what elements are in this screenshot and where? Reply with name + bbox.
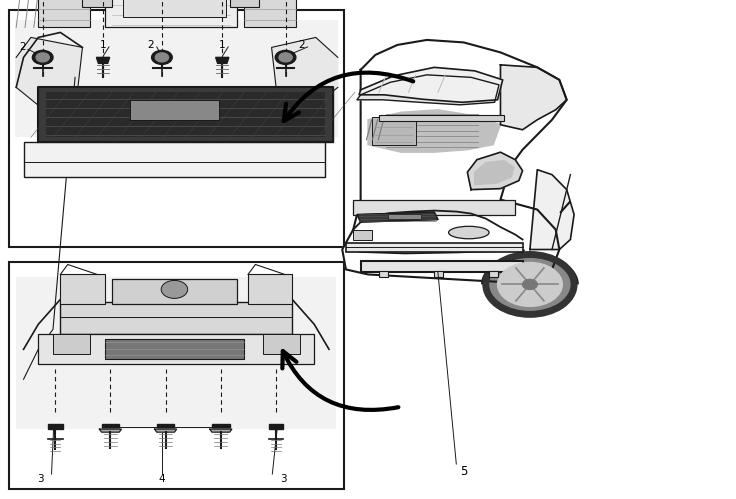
- Polygon shape: [16, 37, 82, 117]
- Text: 3: 3: [280, 474, 287, 484]
- Bar: [434, 271, 443, 277]
- Ellipse shape: [448, 227, 489, 239]
- Bar: [230, 0, 259, 7]
- Text: 4: 4: [158, 474, 166, 484]
- Text: 2: 2: [147, 40, 155, 50]
- Bar: [53, 334, 90, 354]
- Bar: [372, 117, 416, 145]
- Text: 1: 1: [219, 40, 226, 50]
- Circle shape: [498, 262, 562, 306]
- Bar: [15, 20, 338, 137]
- Circle shape: [155, 53, 169, 62]
- Bar: [388, 214, 421, 219]
- Polygon shape: [210, 429, 232, 432]
- Text: 1: 1: [99, 40, 107, 50]
- Polygon shape: [368, 110, 500, 152]
- Bar: [263, 334, 300, 354]
- Bar: [16, 277, 336, 429]
- Bar: [361, 261, 523, 272]
- Bar: [123, 0, 226, 17]
- Polygon shape: [99, 429, 121, 432]
- Bar: [46, 92, 325, 137]
- Bar: [105, 339, 244, 359]
- Circle shape: [152, 50, 172, 64]
- Bar: [353, 200, 515, 215]
- Polygon shape: [96, 57, 110, 63]
- Polygon shape: [467, 152, 523, 190]
- Polygon shape: [359, 67, 503, 102]
- Polygon shape: [357, 75, 499, 105]
- Bar: [130, 100, 219, 120]
- Circle shape: [279, 53, 292, 62]
- Polygon shape: [212, 424, 230, 429]
- Circle shape: [32, 50, 53, 64]
- Bar: [9, 10, 344, 247]
- Bar: [244, 0, 296, 27]
- Bar: [379, 271, 388, 277]
- Bar: [112, 279, 237, 304]
- Text: 5: 5: [460, 465, 467, 478]
- Text: 2: 2: [298, 40, 305, 50]
- Bar: [353, 230, 372, 240]
- Bar: [82, 0, 112, 7]
- Polygon shape: [38, 87, 333, 142]
- Polygon shape: [216, 57, 229, 63]
- Bar: [9, 262, 344, 489]
- Circle shape: [161, 280, 188, 298]
- Polygon shape: [500, 65, 567, 130]
- Text: 2: 2: [18, 42, 26, 52]
- Bar: [38, 0, 90, 27]
- Bar: [248, 274, 292, 304]
- Bar: [489, 271, 498, 277]
- Bar: [60, 302, 292, 334]
- Bar: [346, 243, 523, 252]
- Polygon shape: [357, 212, 438, 222]
- Bar: [105, 0, 237, 27]
- Polygon shape: [269, 424, 283, 429]
- Polygon shape: [272, 37, 338, 117]
- Polygon shape: [157, 424, 174, 429]
- Polygon shape: [475, 161, 514, 185]
- Polygon shape: [48, 424, 63, 429]
- Polygon shape: [155, 429, 177, 432]
- Circle shape: [484, 253, 576, 315]
- Circle shape: [523, 279, 537, 289]
- Bar: [379, 115, 504, 121]
- Text: 3: 3: [37, 474, 44, 484]
- Polygon shape: [530, 170, 574, 250]
- Circle shape: [36, 53, 49, 62]
- Polygon shape: [102, 424, 119, 429]
- Bar: [24, 142, 325, 177]
- Polygon shape: [342, 40, 567, 282]
- Circle shape: [275, 50, 296, 64]
- Bar: [38, 334, 314, 364]
- Bar: [60, 274, 105, 304]
